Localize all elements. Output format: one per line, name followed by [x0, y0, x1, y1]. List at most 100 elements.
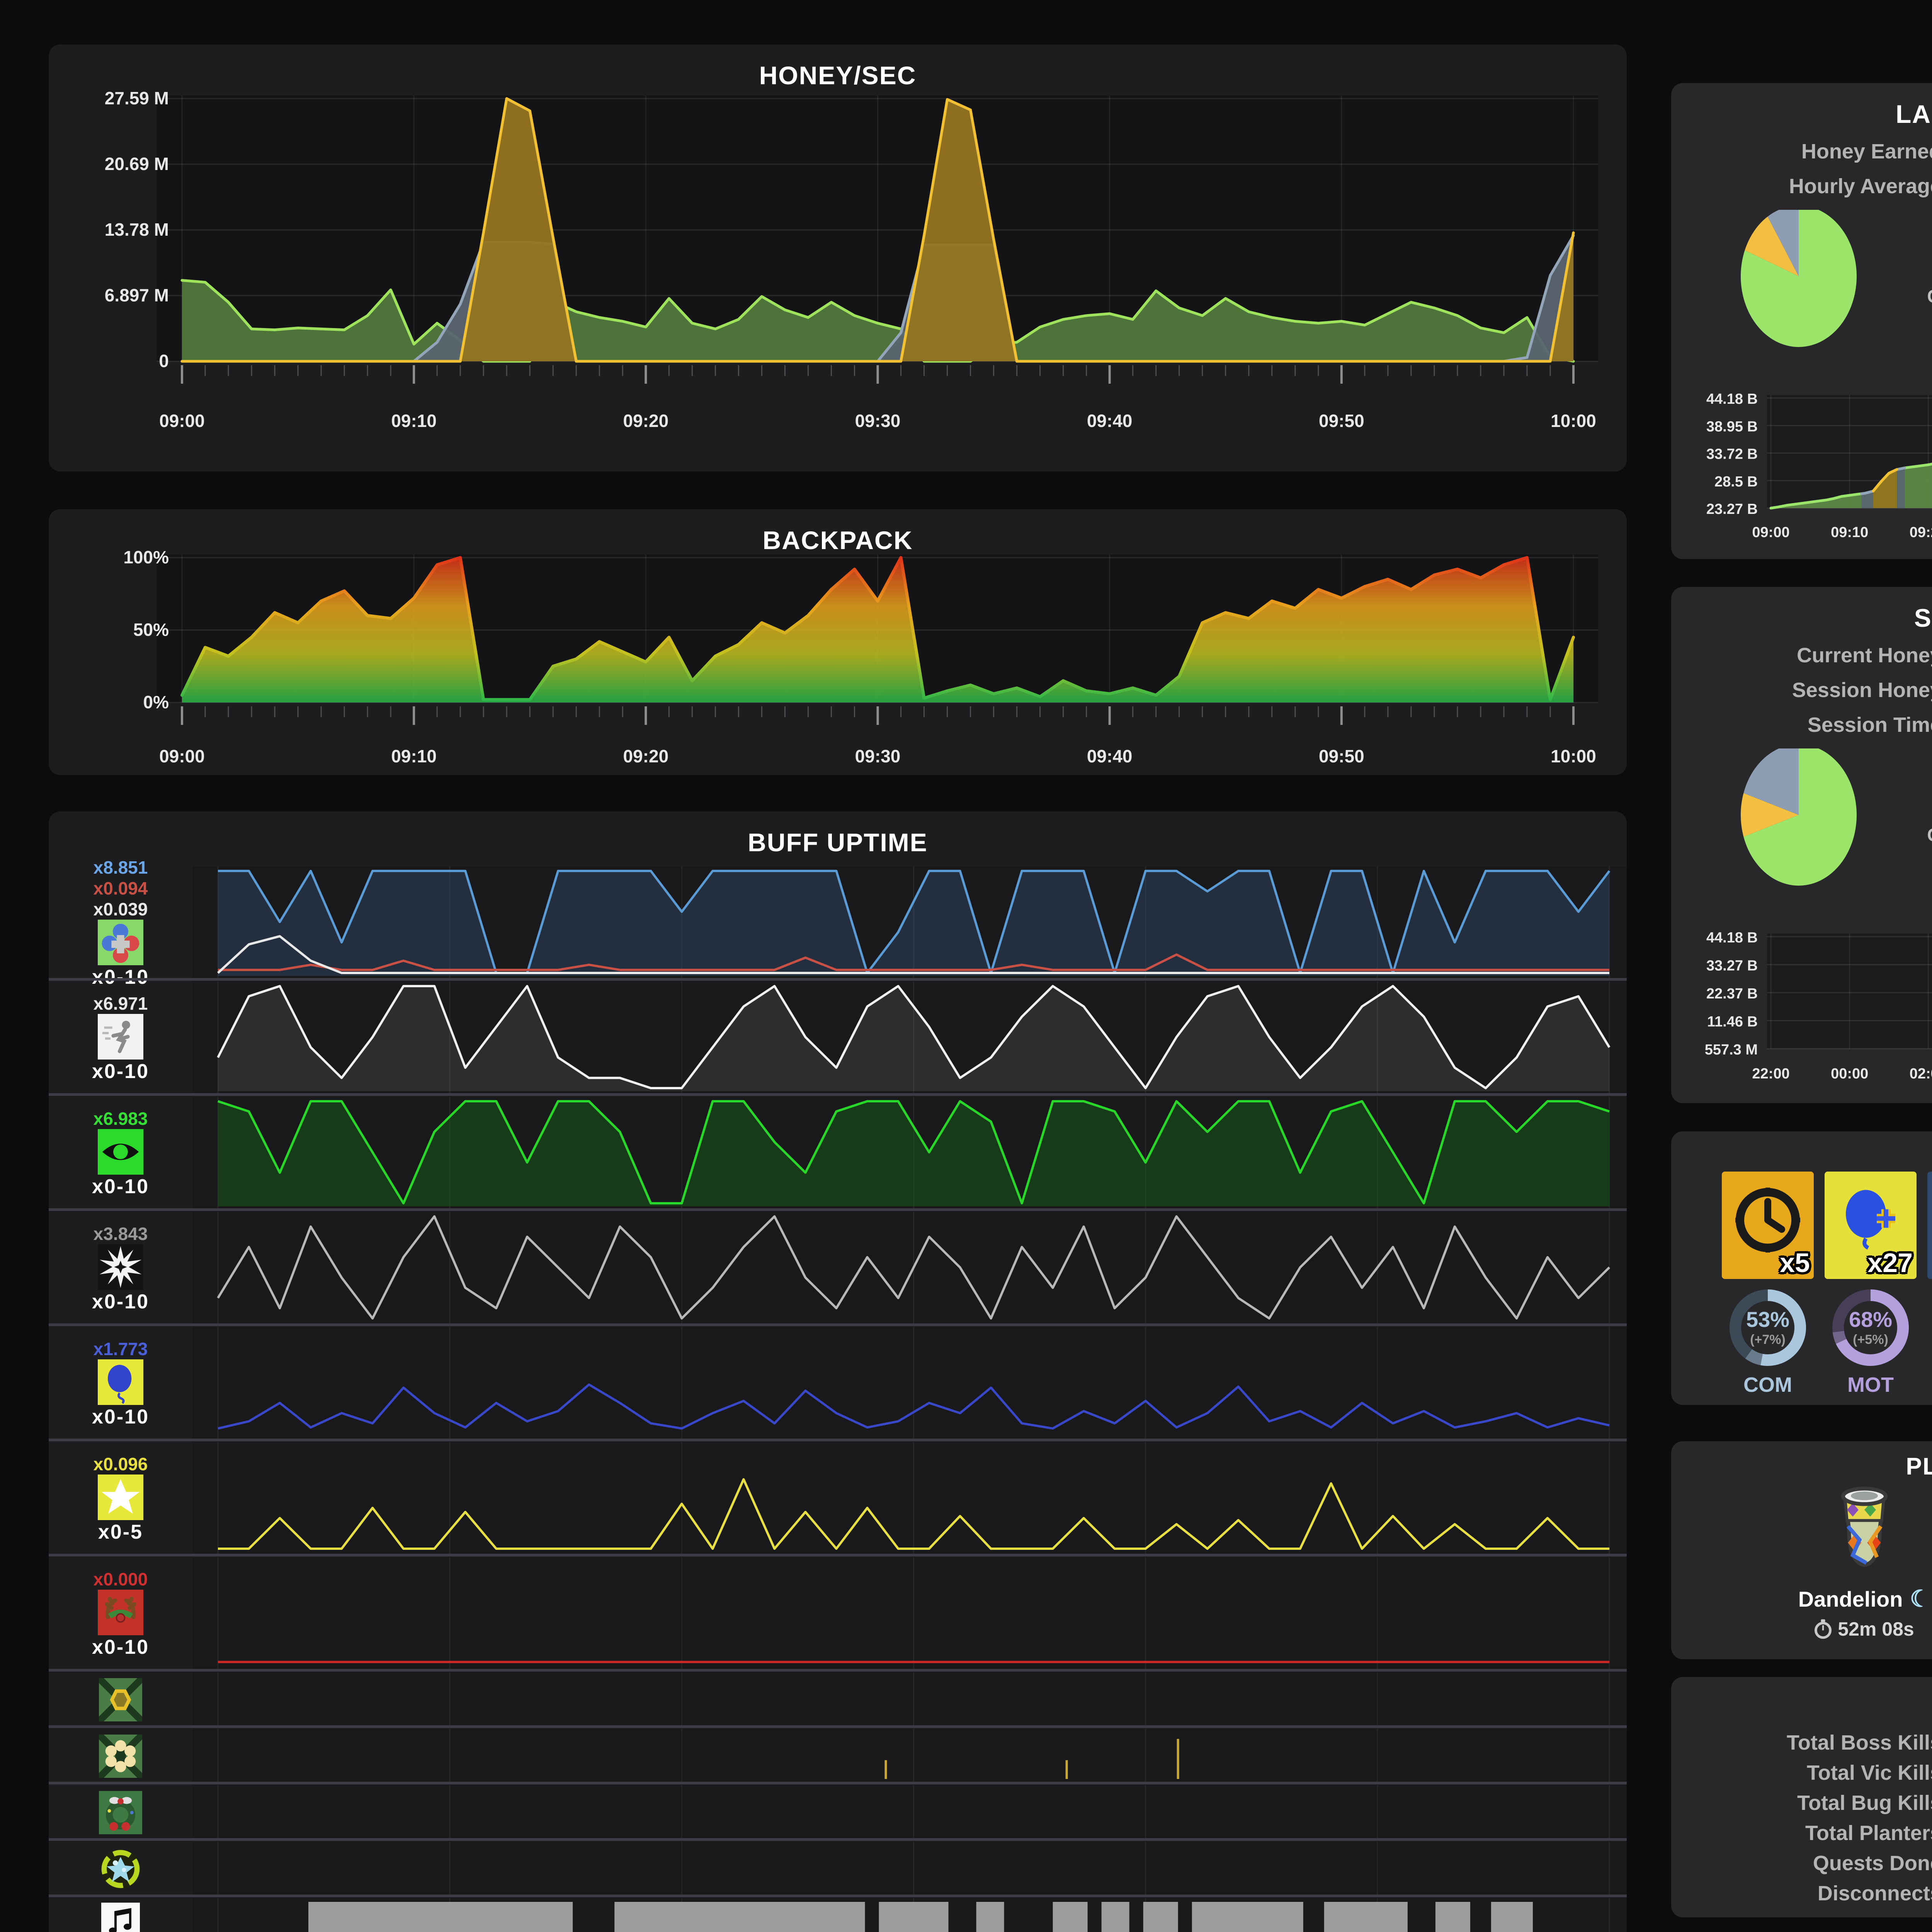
stats-rows: Total Boss Kills0Total Vic Kills0Total B… — [1671, 1728, 1932, 1908]
session-honey-row: Session Honey 43.61 B — [1671, 678, 1932, 702]
svg-text:20.69 M: 20.69 M — [105, 154, 169, 174]
svg-text:13.78 M: 13.78 M — [105, 219, 169, 240]
buff-row: x6.983 x0-10 — [49, 1096, 1627, 1211]
buffs-title: BUFFS — [1671, 1131, 1932, 1170]
gauge-ring: 68%(+5%) — [1832, 1289, 1909, 1366]
buffs-panel: BUFFS x5x27x0x0x0 53%(+7%)COM68%(+5%)MOT… — [1671, 1131, 1932, 1405]
svg-text:23.27 B: 23.27 B — [1706, 501, 1758, 517]
planter-timer: 52m 08s — [1838, 1618, 1914, 1640]
buff-gauge-mot: 68% (+5%) MOT — [1825, 1287, 1917, 1397]
legend-label: Convert — [1899, 824, 1932, 845]
svg-text:33.72 B: 33.72 B — [1706, 446, 1758, 463]
music-note-icon — [101, 1903, 140, 1932]
flower-field-badge-icon — [99, 1735, 142, 1778]
svg-text:09:50: 09:50 — [1319, 746, 1364, 764]
svg-text:6.897 M: 6.897 M — [105, 285, 169, 305]
buff-row-chart — [192, 1096, 1627, 1209]
stat-row: Total Boss Kills0 — [1671, 1728, 1932, 1758]
buff-uptime-panel: BUFF UPTIME x8.851 x0.094 x0.039 x0-10 x6.97… — [49, 811, 1627, 1932]
session-pie-block: Gather01:33:5270%Convert00:13:2810%Other… — [1671, 737, 1932, 918]
buff-row: x3.843 x0-10 — [49, 1211, 1627, 1326]
blue-balloon-icon — [98, 1359, 143, 1405]
stat-row: Disconnects0 — [1671, 1878, 1932, 1908]
buff-gauge-com: 53% (+7%) COM — [1722, 1287, 1814, 1397]
buff-row: x0.096 x0-5 — [49, 1441, 1627, 1556]
buff-row — [49, 1897, 1627, 1932]
session-legend: Gather01:33:5270%Convert00:13:2810%Other… — [1899, 764, 1932, 905]
svg-text:10:00: 10:00 — [1551, 746, 1596, 764]
svg-text:02:00: 02:00 — [1910, 1066, 1932, 1082]
crit-burst-icon — [98, 1244, 143, 1290]
reindeer-antlers-icon — [98, 1590, 143, 1635]
svg-text:09:20: 09:20 — [623, 411, 669, 431]
buff-row-chart — [192, 1442, 1627, 1554]
svg-text:09:20: 09:20 — [1910, 524, 1932, 541]
session-pie-chart — [1729, 744, 1868, 913]
stats-title: STATS — [1671, 1677, 1932, 1718]
buff-uptime-rows: x8.851 x0.094 x0.039 x0-10 x6.971 x0-10 x6.983… — [49, 857, 1627, 1932]
buff-row-chart — [192, 866, 1627, 978]
svg-text:53%: 53% — [1746, 1307, 1789, 1332]
svg-text:09:10: 09:10 — [1831, 524, 1868, 541]
buff-multiplier-label: x1.773 — [93, 1339, 148, 1359]
buff-range-label: x0-5 — [98, 1521, 143, 1543]
hourly-average-label: Hourly Average — [1789, 175, 1932, 198]
buff-row — [49, 1728, 1627, 1784]
legend-row: Other00:26:3720% — [1899, 858, 1932, 905]
gauge-label: COM — [1743, 1373, 1792, 1396]
svg-text:09:50: 09:50 — [1319, 411, 1364, 431]
buff-gauge-sat: 84%SAT — [1927, 1287, 1932, 1397]
buff-row: x0.000 x0-10 — [49, 1556, 1627, 1672]
svg-text:33.27 B: 33.27 B — [1706, 958, 1758, 974]
svg-text:22:00: 22:00 — [1752, 1066, 1789, 1082]
legend-row: Convert00:13:2810% — [1899, 811, 1932, 858]
gauge-ring: 53%(+7%) — [1730, 1289, 1806, 1366]
svg-text:09:30: 09:30 — [855, 411, 901, 431]
svg-text:68%: 68% — [1849, 1307, 1892, 1332]
session-title: SESSION — [1914, 604, 1932, 632]
buff-row: x6.971 x0-10 — [49, 981, 1627, 1096]
buff-tile: x27 — [1825, 1172, 1917, 1279]
crescent-moon-icon: ☾ — [1910, 1586, 1931, 1612]
buff-row: x8.851 x0.094 x0.039 x0-10 — [49, 857, 1627, 988]
stat-row: Total Planters3 — [1671, 1818, 1932, 1848]
svg-text:38.95 B: 38.95 B — [1706, 418, 1758, 435]
buff-multiplier-label: x6.983 — [93, 1109, 148, 1129]
session-time-label: Session Time — [1807, 713, 1932, 736]
stat-row: Quests Done0 — [1671, 1848, 1932, 1878]
stats-panel: STATS Total Boss Kills0Total Vic Kills0T… — [1671, 1677, 1932, 1917]
haste-icon — [98, 1014, 143, 1060]
svg-text:22.37 B: 22.37 B — [1706, 986, 1758, 1002]
honey-earned-label: Honey Earned — [1801, 140, 1932, 163]
hourly-average-row: Hourly Average 19.53 B (+7%) — [1671, 174, 1932, 198]
svg-text:0: 0 — [159, 351, 169, 371]
current-honey-label: Current Honey — [1796, 644, 1932, 667]
last-hour-cumulative-chart: 44.18 B 38.95 B 33.72 B 28.5 B 23.27 B 09:00 0… — [1683, 391, 1932, 549]
buff-row-chart — [192, 1841, 1627, 1895]
gauge-label: MOT — [1847, 1373, 1894, 1396]
dandelion-planter-icon — [1841, 1486, 1888, 1567]
planters-title: PLANTERS — [1906, 1453, 1932, 1480]
legend-label: Other — [1899, 333, 1932, 354]
stat-label: Total Bug Kills — [1797, 1791, 1932, 1815]
planter-dandelion: Dandelion ☾ 52m 08s — [1756, 1480, 1932, 1640]
hex-field-badge-icon — [99, 1678, 142, 1721]
buff-count: x27 — [1867, 1248, 1913, 1278]
legend-row: Other00:05:289% — [1899, 320, 1932, 367]
buff-range-label: x0-10 — [92, 1291, 149, 1313]
buff-multiplier-label: x0.096 — [93, 1454, 148, 1474]
focus-eye-icon — [98, 1129, 143, 1175]
honey-per-sec-chart: 27.59 M 20.69 M 13.78 M 6.897 M 0 09:00 09:10 0… — [60, 87, 1615, 448]
buff-tile: x0 — [1927, 1172, 1932, 1279]
balloon-buff-icon — [1846, 1190, 1895, 1250]
buff-row-chart — [192, 1211, 1627, 1324]
svg-text:09:00: 09:00 — [1752, 524, 1789, 541]
buff-row-chart — [192, 981, 1627, 1094]
legend-label: Gather — [1899, 777, 1932, 798]
svg-text:11.46 B: 11.46 B — [1707, 1014, 1758, 1030]
star-buff-icon — [98, 1475, 143, 1520]
session-honey-label: Session Honey — [1792, 679, 1932, 702]
svg-text:10:00: 10:00 — [1551, 411, 1596, 431]
buff-row-chart — [192, 1785, 1627, 1838]
